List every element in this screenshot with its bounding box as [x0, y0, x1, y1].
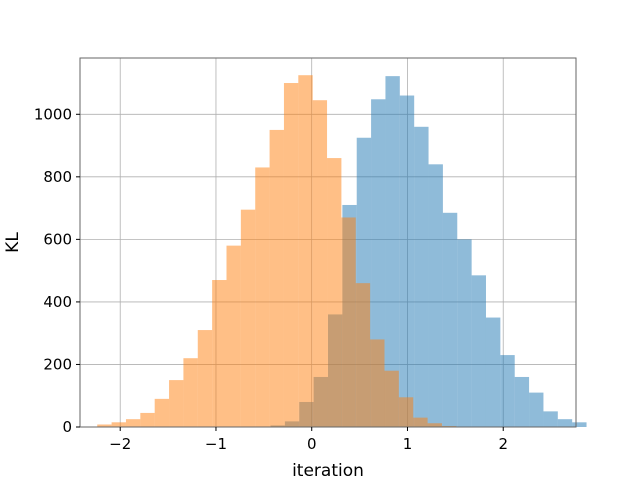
- histogram-bar-series-1: [428, 164, 443, 428]
- y-axis-label: KL: [3, 232, 23, 253]
- histogram-bar-series-2: [327, 158, 342, 427]
- histogram-bar-series-2: [398, 397, 414, 427]
- histogram-bar-series-2: [154, 398, 170, 427]
- x-axis-label: iteration: [292, 461, 364, 480]
- histogram-bar-series-1: [457, 239, 472, 427]
- histogram-bar-series-2: [413, 417, 428, 427]
- histogram-bar-series-1: [399, 95, 415, 427]
- histogram-bar-series-2: [341, 217, 356, 427]
- y-tick-label: 800: [43, 168, 72, 186]
- histogram-bar-series-2: [298, 75, 313, 427]
- x-tick-label: −2: [109, 435, 131, 453]
- histogram-bar-series-2: [355, 283, 371, 427]
- y-tick-label: 600: [43, 230, 72, 248]
- y-tick-label: 0: [62, 418, 72, 436]
- histogram-bar-series-1: [500, 355, 515, 427]
- histogram-bar-series-1: [385, 76, 400, 427]
- histogram-bar-series-2: [384, 370, 399, 427]
- histogram-bar-series-2: [183, 358, 198, 427]
- histogram-bar-series-2: [169, 380, 184, 427]
- histogram-bar-series-2: [125, 419, 141, 427]
- y-tick-label: 1000: [34, 105, 72, 123]
- histogram-bar-series-2: [97, 424, 112, 427]
- histogram-bar-series-2: [312, 100, 328, 428]
- x-tick-label: 1: [403, 435, 413, 453]
- histogram-bar-series-2: [212, 280, 227, 427]
- axis-ticks: −2 −1 0 1 2 0 200 400 600 800 1000: [34, 105, 508, 453]
- histogram-bar-series-2: [111, 422, 126, 427]
- histogram-bar-series-2: [255, 167, 270, 427]
- histogram-bar-series-1: [442, 212, 458, 427]
- x-tick-label: −1: [205, 435, 227, 453]
- histogram-bar-series-2: [370, 339, 385, 427]
- histogram-bar-series-2: [283, 83, 299, 427]
- histogram-bar-series-2: [240, 209, 256, 427]
- histogram-bar-series-2: [427, 423, 442, 427]
- y-tick-label: 400: [43, 293, 72, 311]
- histogram-bar-series-2: [140, 412, 155, 427]
- plot-frame: [79, 57, 577, 428]
- histogram-bar-series-1: [543, 411, 558, 427]
- histogram-bar-series-1: [485, 317, 501, 427]
- histogram-bar-series-1: [414, 126, 429, 428]
- x-tick-label: 0: [307, 435, 317, 453]
- y-tick-label: 200: [43, 355, 72, 373]
- histogram-bar-series-1: [529, 392, 544, 427]
- histogram-bar-series-2: [226, 245, 241, 427]
- histogram-bar-series-1: [572, 422, 587, 427]
- x-tick-label: 2: [498, 435, 508, 453]
- histogram-bar-series-1: [514, 376, 530, 427]
- histogram-bar-series-1: [471, 275, 486, 427]
- histogram-bar-series-1: [557, 419, 573, 427]
- histogram-bars: [97, 75, 587, 428]
- histogram-bar-series-2: [269, 129, 284, 428]
- histogram-bar-series-2: [197, 330, 213, 427]
